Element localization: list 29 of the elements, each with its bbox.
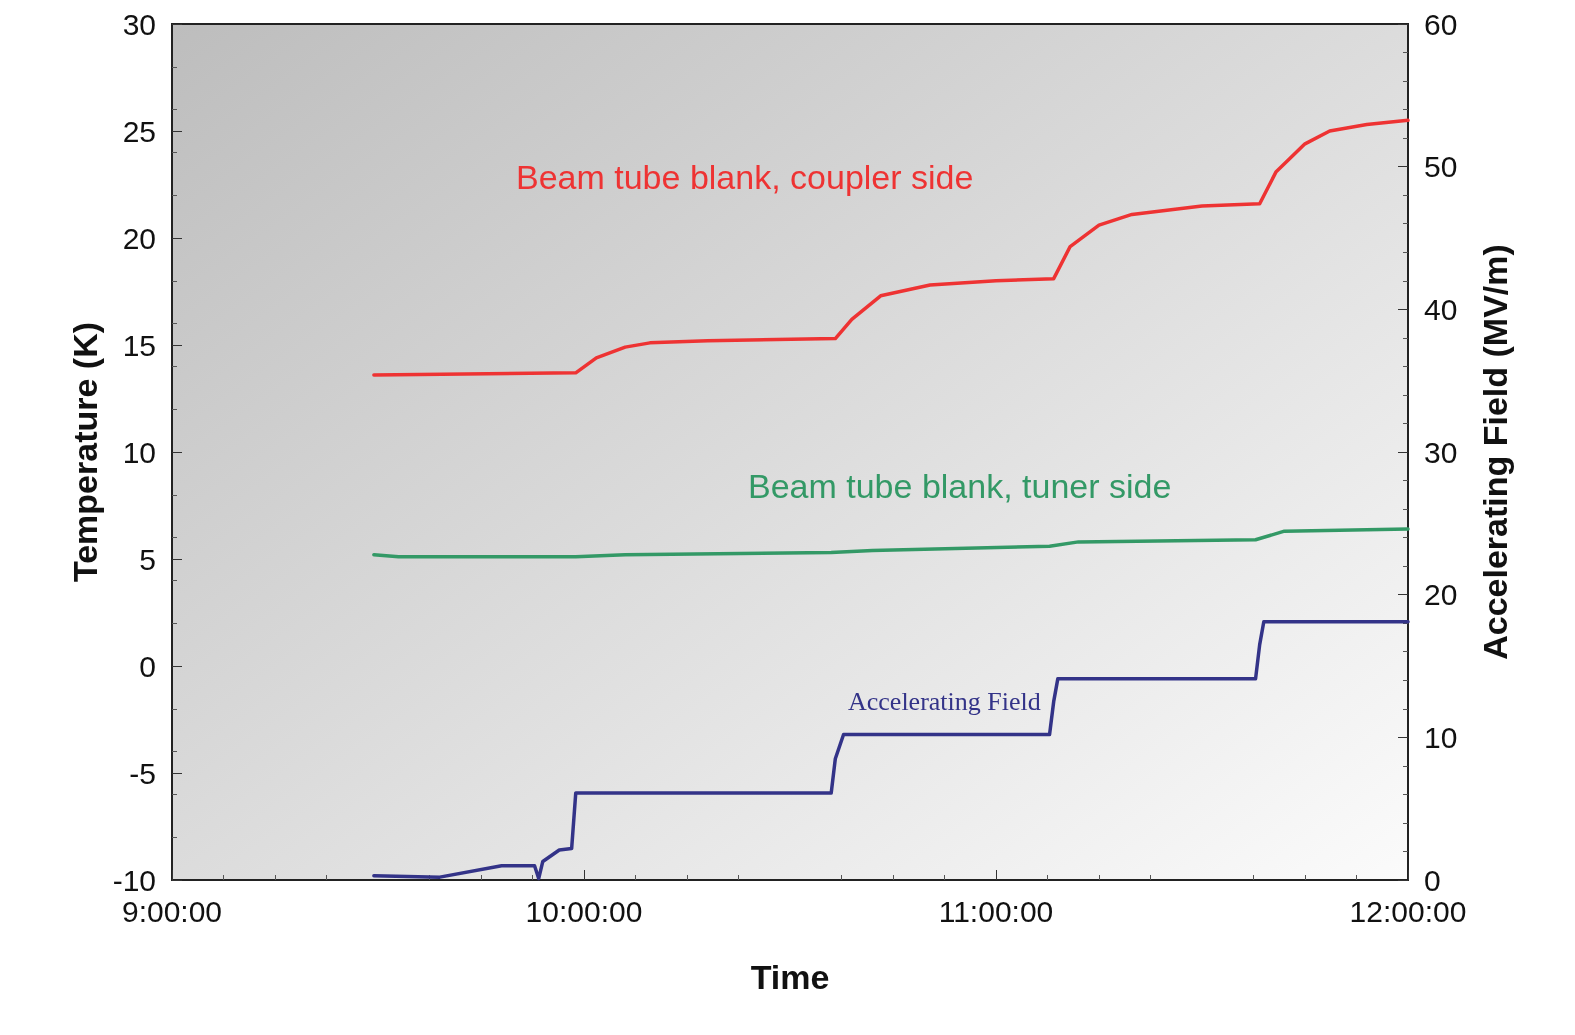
- y-tick-label: -5: [129, 756, 156, 790]
- line-series: [372, 118, 1410, 377]
- y-tick-label: 5: [139, 542, 156, 576]
- x-tick-label: 12:00:00: [1349, 894, 1467, 928]
- y-tick-label: -10: [112, 863, 156, 897]
- line-series: [372, 620, 1410, 881]
- y2-axis-title: Accelerating Field (MV/m): [1476, 244, 1514, 660]
- y-tick-label: 0: [139, 649, 156, 683]
- text: Beam tube blank, coupler side: [516, 158, 974, 196]
- y2-tick-label: 30: [1424, 435, 1458, 469]
- y2-tick-label: 60: [1424, 7, 1458, 41]
- y-tick-label: 15: [122, 328, 156, 362]
- y-tick-label: 10: [122, 435, 156, 469]
- x-tick-label: 11:00:00: [938, 894, 1054, 928]
- y2-tick-label: 0: [1424, 863, 1441, 897]
- series-label: Accelerating Field: [848, 686, 1041, 716]
- y2-tick-label: 40: [1424, 292, 1458, 326]
- y-tick-label: 25: [122, 114, 156, 148]
- x-axis-title: Time: [750, 958, 830, 996]
- y-tick-label: 30: [122, 7, 156, 41]
- y2-tick-label: 10: [1424, 720, 1458, 754]
- y-tick-label: 20: [122, 221, 156, 255]
- y2-tick-label: 20: [1424, 578, 1458, 612]
- y2-tick-label: 50: [1424, 150, 1458, 184]
- y-axis-title: Temperature (K): [65, 321, 104, 583]
- line-series: [372, 527, 1410, 559]
- series-label: Beam tube blank, tuner side: [748, 467, 1172, 505]
- x-tick-label: 9:00:00: [121, 894, 223, 928]
- x-tick-label: 10:00:00: [525, 894, 643, 928]
